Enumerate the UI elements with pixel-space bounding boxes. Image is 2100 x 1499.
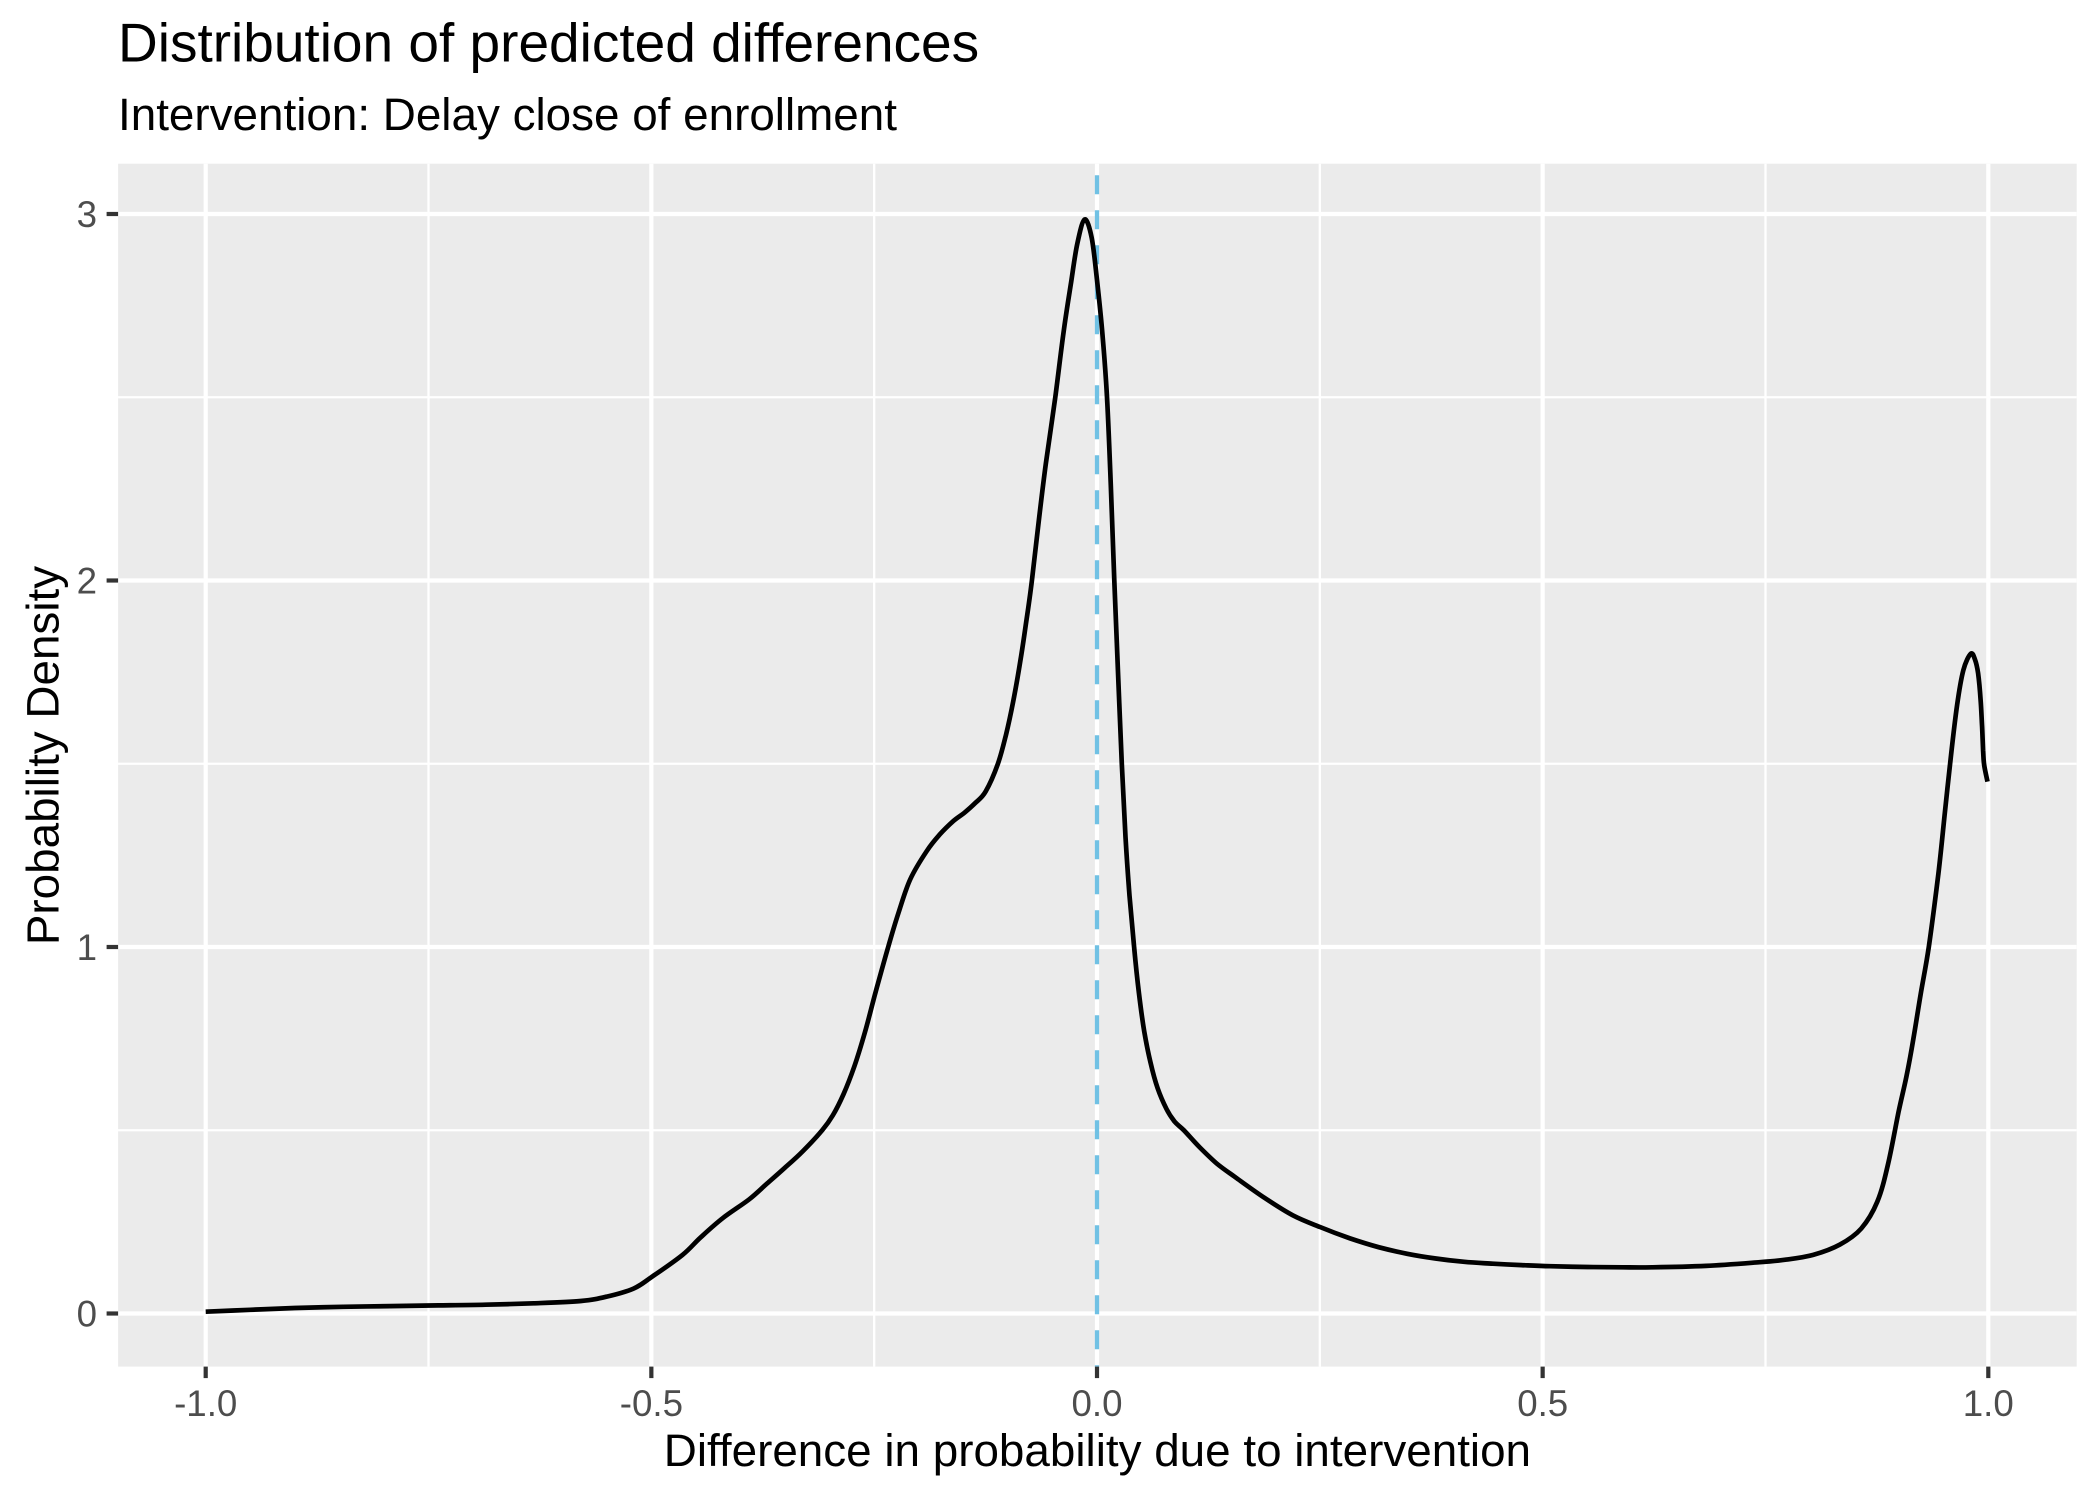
svg-text:3: 3 (77, 194, 97, 235)
svg-text:Difference in probability due: Difference in probability due to interve… (664, 1425, 1531, 1476)
svg-text:2: 2 (77, 561, 97, 602)
svg-text:0.0: 0.0 (1071, 1383, 1122, 1424)
svg-text:Intervention: Delay close of e: Intervention: Delay close of enrollment (118, 89, 897, 140)
svg-text:0.5: 0.5 (1517, 1383, 1568, 1424)
svg-text:Probability Density: Probability Density (18, 566, 69, 945)
svg-text:-1.0: -1.0 (174, 1383, 237, 1424)
svg-text:1: 1 (77, 927, 97, 968)
svg-text:-0.5: -0.5 (620, 1383, 683, 1424)
svg-text:0: 0 (77, 1294, 97, 1335)
svg-text:1.0: 1.0 (1963, 1383, 2014, 1424)
svg-text:Distribution of predicted diff: Distribution of predicted differences (118, 12, 979, 74)
